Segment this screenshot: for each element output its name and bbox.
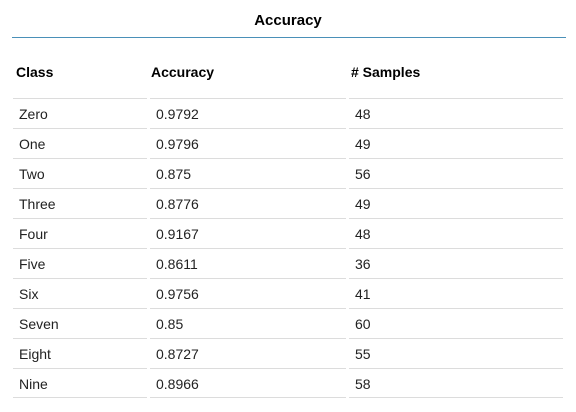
cell-accuracy: 0.9756 — [150, 278, 346, 307]
header-class[interactable]: Class — [16, 64, 54, 80]
table-row: Two 0.875 56 — [12, 158, 566, 188]
cell-accuracy: 0.85 — [150, 308, 346, 337]
table-row: One 0.9796 49 — [12, 128, 566, 158]
table-row: Five 0.8611 36 — [12, 248, 566, 278]
cell-class: Zero — [13, 98, 147, 127]
cell-accuracy: 0.8611 — [150, 248, 346, 277]
table-row: Eight 0.8727 55 — [12, 338, 566, 368]
cell-samples: 49 — [349, 128, 563, 157]
cell-samples: 48 — [349, 218, 563, 247]
cell-class: Six — [13, 278, 147, 307]
table-row: Nine 0.8966 58 — [12, 368, 566, 398]
cell-class: Two — [13, 158, 147, 187]
cell-class: Five — [13, 248, 147, 277]
header-accuracy[interactable]: Accuracy — [151, 64, 215, 80]
cell-samples: 58 — [349, 368, 563, 398]
table-row: Seven 0.85 60 — [12, 308, 566, 338]
cell-samples: 48 — [349, 98, 563, 127]
table-row: Three 0.8776 49 — [12, 188, 566, 218]
cell-accuracy: 0.8966 — [150, 368, 346, 398]
cell-samples: 56 — [349, 158, 563, 187]
cell-class: Nine — [13, 368, 147, 398]
cell-samples: 41 — [349, 278, 563, 307]
cell-samples: 60 — [349, 308, 563, 337]
cell-accuracy: 0.9796 — [150, 128, 346, 157]
cell-class: Four — [13, 218, 147, 247]
table-row: Four 0.9167 48 — [12, 218, 566, 248]
table-row: Zero 0.9792 48 — [12, 98, 566, 128]
cell-accuracy: 0.875 — [150, 158, 346, 187]
cell-accuracy: 0.8776 — [150, 188, 346, 217]
cell-class: Three — [13, 188, 147, 217]
cell-accuracy: 0.9792 — [150, 98, 346, 127]
cell-samples: 36 — [349, 248, 563, 277]
cell-samples: 55 — [349, 338, 563, 367]
cell-samples: 49 — [349, 188, 563, 217]
header-samples[interactable]: # Samples — [351, 64, 421, 80]
cell-class: Seven — [13, 308, 147, 337]
cell-accuracy: 0.9167 — [150, 218, 346, 247]
table-header: Class Accuracy # Samples — [12, 38, 566, 98]
table-row: Six 0.9756 41 — [12, 278, 566, 308]
cell-class: One — [13, 128, 147, 157]
panel-title: Accuracy — [254, 12, 322, 29]
title-divider — [12, 37, 566, 38]
accuracy-table: Class Accuracy # Samples Zero 0.9792 48 … — [12, 38, 566, 398]
table-body: Zero 0.9792 48 One 0.9796 49 Two 0.875 5… — [12, 98, 566, 398]
cell-class: Eight — [13, 338, 147, 367]
cell-accuracy: 0.8727 — [150, 338, 346, 367]
